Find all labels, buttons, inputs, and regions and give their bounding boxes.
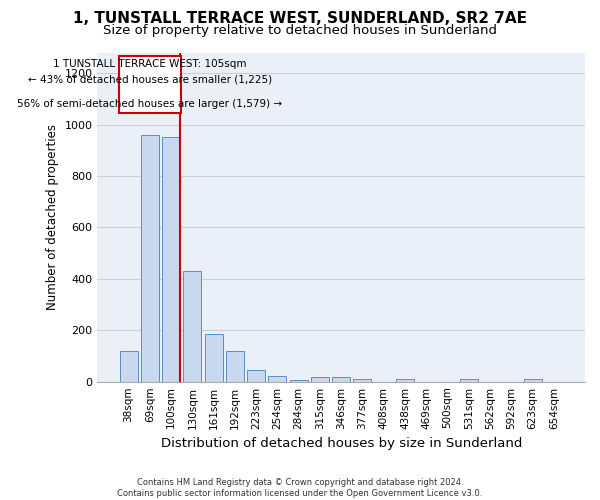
Bar	[141, 135, 159, 382]
Bar	[290, 380, 308, 382]
Text: Contains HM Land Registry data © Crown copyright and database right 2024.
Contai: Contains HM Land Registry data © Crown c…	[118, 478, 482, 498]
Bar	[268, 376, 286, 382]
Y-axis label: Number of detached properties: Number of detached properties	[46, 124, 59, 310]
Text: ← 43% of detached houses are smaller (1,225): ← 43% of detached houses are smaller (1,…	[28, 74, 272, 85]
Bar	[353, 379, 371, 382]
Bar	[332, 377, 350, 382]
Text: 1, TUNSTALL TERRACE WEST, SUNDERLAND, SR2 7AE: 1, TUNSTALL TERRACE WEST, SUNDERLAND, SR…	[73, 11, 527, 26]
Bar	[184, 271, 202, 382]
X-axis label: Distribution of detached houses by size in Sunderland: Distribution of detached houses by size …	[161, 437, 522, 450]
FancyBboxPatch shape	[119, 56, 181, 113]
Bar	[247, 370, 265, 382]
Bar	[524, 379, 542, 382]
Bar	[460, 379, 478, 382]
Bar	[396, 379, 414, 382]
Text: 56% of semi-detached houses are larger (1,579) →: 56% of semi-detached houses are larger (…	[17, 99, 283, 109]
Bar	[119, 351, 137, 382]
Text: Size of property relative to detached houses in Sunderland: Size of property relative to detached ho…	[103, 24, 497, 37]
Bar	[205, 334, 223, 382]
Text: 1 TUNSTALL TERRACE WEST: 105sqm: 1 TUNSTALL TERRACE WEST: 105sqm	[53, 59, 247, 69]
Bar	[226, 351, 244, 382]
Bar	[162, 138, 180, 382]
Bar	[311, 377, 329, 382]
